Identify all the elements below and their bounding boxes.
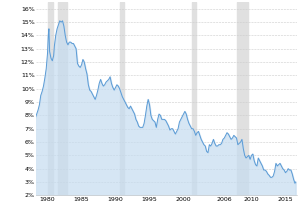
Bar xyxy=(48,2,53,195)
Bar xyxy=(58,2,67,195)
Bar xyxy=(237,2,248,195)
Bar xyxy=(120,2,124,195)
Bar xyxy=(192,2,197,195)
